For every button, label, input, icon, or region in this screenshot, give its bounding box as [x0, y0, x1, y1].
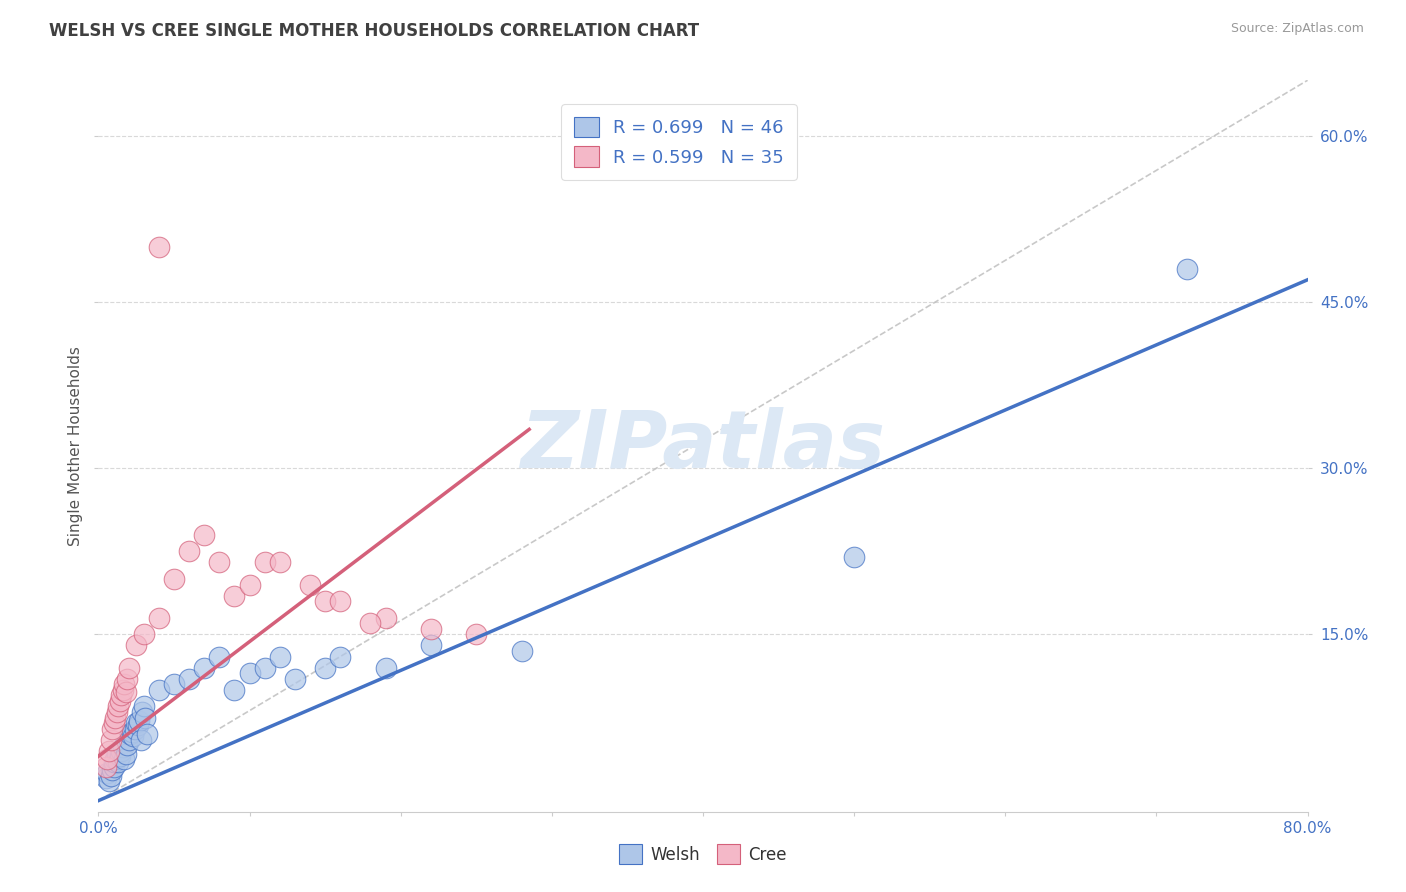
- Point: [114, 747, 136, 761]
- Point: [127, 718, 149, 732]
- Point: [94, 760, 117, 774]
- Point: [125, 716, 148, 731]
- Point: [118, 732, 141, 747]
- Point: [111, 740, 134, 755]
- Point: [115, 738, 138, 752]
- Point: [112, 677, 135, 691]
- Point: [239, 666, 262, 681]
- Point: [122, 730, 145, 744]
- Point: [314, 660, 336, 674]
- Point: [118, 660, 141, 674]
- Point: [374, 611, 396, 625]
- Point: [329, 649, 352, 664]
- Point: [94, 772, 117, 786]
- Point: [134, 710, 156, 724]
- Point: [193, 527, 215, 541]
- Point: [107, 755, 129, 769]
- Legend: R = 0.699   N = 46, R = 0.599   N = 35: R = 0.699 N = 46, R = 0.599 N = 35: [561, 104, 797, 180]
- Point: [100, 769, 122, 783]
- Point: [100, 732, 122, 747]
- Point: [284, 672, 307, 686]
- Point: [148, 239, 170, 253]
- Point: [239, 577, 262, 591]
- Point: [96, 751, 118, 765]
- Point: [108, 694, 131, 708]
- Point: [1175, 261, 1198, 276]
- Point: [208, 649, 231, 664]
- Point: [208, 555, 231, 569]
- Point: [125, 639, 148, 653]
- Point: [299, 577, 322, 591]
- Point: [103, 755, 125, 769]
- Point: [96, 766, 118, 780]
- Point: [131, 705, 153, 719]
- Point: [108, 749, 131, 764]
- Point: [163, 572, 186, 586]
- Point: [110, 744, 132, 758]
- Point: [253, 660, 276, 674]
- Point: [105, 747, 128, 761]
- Point: [132, 627, 155, 641]
- Point: [269, 649, 291, 664]
- Point: [103, 716, 125, 731]
- Point: [129, 732, 152, 747]
- Point: [101, 763, 124, 777]
- Point: [105, 705, 128, 719]
- Point: [420, 622, 443, 636]
- Y-axis label: Single Mother Households: Single Mother Households: [67, 346, 83, 546]
- Point: [360, 616, 382, 631]
- Legend: Welsh, Cree: Welsh, Cree: [612, 838, 794, 871]
- Point: [111, 682, 134, 697]
- Point: [114, 685, 136, 699]
- Point: [163, 677, 186, 691]
- Point: [104, 751, 127, 765]
- Point: [98, 773, 121, 788]
- Text: Source: ZipAtlas.com: Source: ZipAtlas.com: [1230, 22, 1364, 36]
- Text: ZIPatlas: ZIPatlas: [520, 407, 886, 485]
- Point: [465, 627, 488, 641]
- Point: [124, 722, 146, 736]
- Point: [269, 555, 291, 569]
- Point: [844, 549, 866, 564]
- Point: [98, 744, 121, 758]
- Point: [132, 699, 155, 714]
- Point: [148, 682, 170, 697]
- Point: [179, 672, 201, 686]
- Point: [314, 594, 336, 608]
- Point: [374, 660, 396, 674]
- Point: [104, 710, 127, 724]
- Point: [135, 727, 157, 741]
- Text: WELSH VS CREE SINGLE MOTHER HOUSEHOLDS CORRELATION CHART: WELSH VS CREE SINGLE MOTHER HOUSEHOLDS C…: [49, 22, 699, 40]
- Point: [101, 722, 124, 736]
- Point: [224, 682, 246, 697]
- Point: [103, 760, 125, 774]
- Point: [510, 644, 533, 658]
- Point: [253, 555, 276, 569]
- Point: [128, 714, 150, 728]
- Point: [329, 594, 352, 608]
- Point: [107, 699, 129, 714]
- Point: [193, 660, 215, 674]
- Point: [420, 639, 443, 653]
- Point: [120, 727, 142, 741]
- Point: [115, 672, 138, 686]
- Point: [112, 751, 135, 765]
- Point: [224, 589, 246, 603]
- Point: [121, 725, 143, 739]
- Point: [148, 611, 170, 625]
- Point: [110, 689, 132, 703]
- Point: [179, 544, 201, 558]
